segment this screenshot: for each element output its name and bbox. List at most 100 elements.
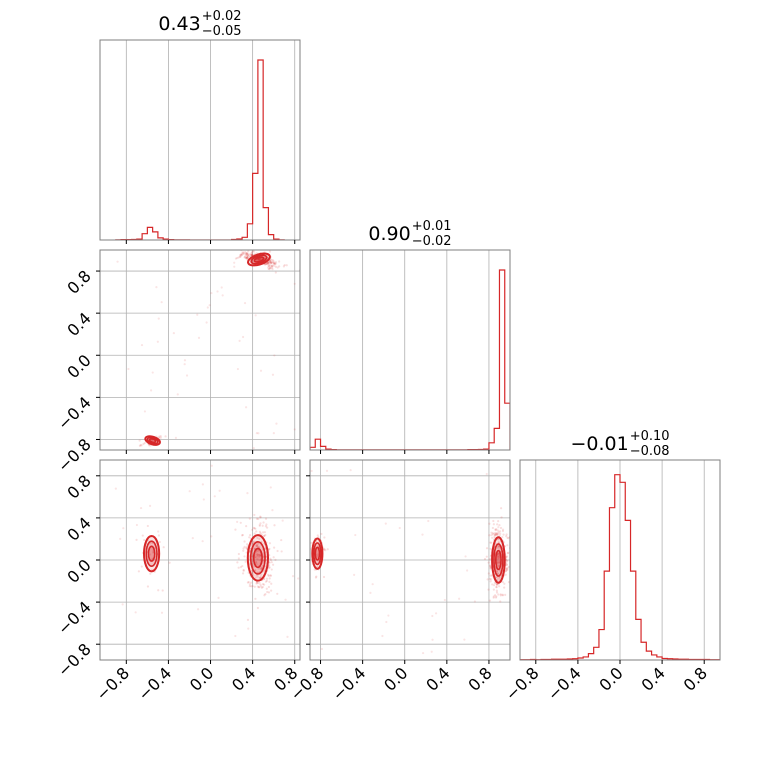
sample-point — [249, 252, 252, 256]
density-contour — [253, 256, 265, 263]
histogram-1 — [310, 269, 510, 450]
title-plus: +0.01 — [412, 219, 452, 234]
sample-point — [443, 598, 446, 602]
sample-point — [250, 544, 253, 547]
sample-point — [259, 532, 262, 535]
histogram-2 — [520, 474, 720, 660]
sample-point — [196, 608, 200, 611]
sample-point — [160, 611, 164, 614]
sample-point — [498, 585, 501, 588]
sample-point — [501, 528, 505, 531]
sample-point — [316, 555, 319, 558]
sample-point — [142, 442, 145, 446]
sample-point — [491, 536, 494, 539]
sample-point — [237, 552, 240, 556]
sample-point — [421, 651, 425, 655]
sample-point — [278, 265, 281, 268]
sample-point — [505, 555, 508, 558]
sample-point — [243, 545, 246, 548]
sample-point — [490, 534, 493, 537]
sample-point — [259, 573, 262, 576]
sample-point — [143, 441, 146, 445]
sample-point — [259, 583, 262, 586]
sample-point — [258, 524, 261, 527]
sample-point — [268, 542, 272, 545]
density-layer — [116, 250, 300, 450]
sample-point — [259, 369, 263, 372]
sample-point — [286, 635, 289, 638]
sample-point — [246, 254, 249, 257]
sample-point — [201, 540, 204, 543]
panel-frame — [99, 39, 301, 241]
sample-point — [148, 504, 152, 507]
sample-point — [493, 581, 496, 585]
sample-point — [264, 580, 268, 583]
sample-point — [239, 253, 242, 257]
sample-point — [259, 522, 262, 525]
sample-point — [138, 439, 141, 442]
sample-point — [246, 252, 249, 256]
sample-point — [265, 523, 268, 526]
sample-point — [139, 506, 143, 510]
panel-1-1 — [309, 249, 511, 454]
sample-point — [272, 432, 275, 435]
sample-point — [241, 572, 245, 575]
sample-point — [487, 588, 490, 591]
sample-point — [137, 570, 140, 573]
sample-point — [496, 523, 499, 526]
sample-point — [206, 306, 209, 309]
sample-point — [255, 562, 258, 566]
sample-point — [268, 259, 272, 263]
sample-point — [492, 584, 496, 587]
sample-point — [275, 422, 278, 425]
sample-point — [240, 253, 244, 256]
sample-point — [503, 582, 506, 585]
y-tick-label: 0.4 — [63, 513, 94, 544]
sample-point — [268, 264, 271, 267]
sample-point — [241, 533, 244, 537]
sample-point — [252, 250, 256, 253]
sample-point — [260, 257, 263, 260]
sample-point — [273, 264, 276, 267]
sample-point — [242, 547, 245, 550]
sample-point — [274, 558, 277, 561]
sample-point — [243, 255, 247, 259]
density-layer — [114, 464, 300, 638]
sample-point — [245, 252, 248, 255]
sample-point — [458, 597, 461, 600]
sample-point — [268, 577, 271, 580]
sample-point — [506, 566, 509, 570]
sample-point — [497, 583, 500, 586]
sample-point — [371, 583, 374, 586]
sample-point — [243, 301, 247, 305]
sample-point — [248, 517, 251, 520]
sample-point — [259, 553, 262, 557]
sample-point — [496, 552, 500, 556]
sample-point — [122, 527, 125, 530]
sample-point — [505, 563, 508, 566]
sample-point — [276, 266, 279, 269]
sample-point — [505, 569, 508, 572]
sample-point — [247, 581, 250, 584]
x-tick-label: 0.4 — [228, 663, 259, 694]
sample-point — [495, 583, 499, 586]
sample-point — [176, 393, 179, 396]
sample-point — [499, 600, 502, 603]
sample-point — [185, 374, 189, 377]
sample-point — [496, 572, 500, 575]
sample-point — [258, 554, 261, 557]
sample-point — [488, 599, 492, 602]
sample-point — [271, 258, 274, 262]
sample-point — [488, 577, 492, 580]
sample-point — [210, 535, 213, 538]
sample-point — [259, 258, 262, 261]
sample-point — [501, 594, 504, 597]
sample-point — [248, 583, 252, 586]
sample-point — [491, 532, 494, 535]
sample-point — [491, 583, 494, 586]
panel-frame — [309, 249, 511, 451]
sample-point — [498, 534, 501, 537]
sample-point — [233, 261, 236, 264]
sample-point — [234, 634, 237, 638]
sample-point — [256, 553, 259, 556]
